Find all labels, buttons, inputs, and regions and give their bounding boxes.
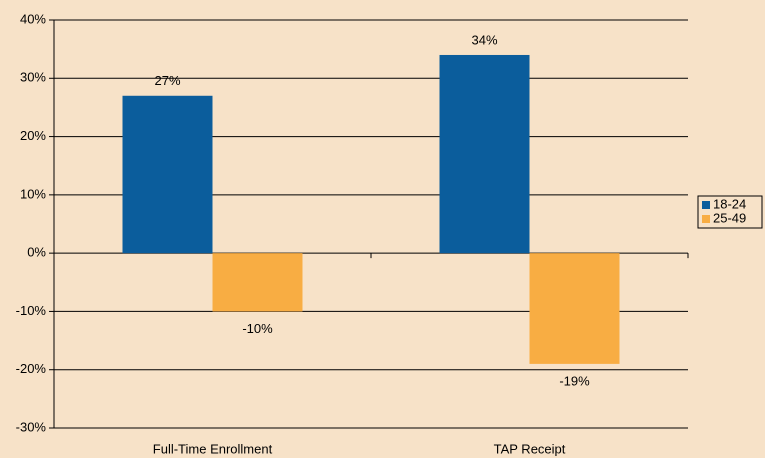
- bar: [122, 95, 213, 254]
- value-label: -19%: [559, 373, 590, 388]
- y-tick-label: -30%: [16, 419, 47, 434]
- y-tick-label: 10%: [20, 186, 46, 201]
- legend-swatch: [702, 201, 710, 209]
- legend-swatch: [702, 215, 710, 223]
- legend-label: 25-49: [713, 210, 746, 225]
- y-tick-label: 40%: [20, 11, 46, 26]
- legend-label: 18-24: [713, 196, 746, 211]
- legend-box: [697, 195, 763, 229]
- y-tick-label: 30%: [20, 70, 46, 85]
- y-tick-label: 0%: [27, 245, 46, 260]
- y-tick-label: -10%: [16, 303, 47, 318]
- x-tick-label: TAP Receipt: [494, 441, 566, 456]
- value-label: 34%: [471, 32, 497, 47]
- bar: [212, 253, 303, 312]
- bar: [529, 253, 620, 364]
- value-label: 27%: [154, 73, 180, 88]
- value-label: -10%: [242, 321, 273, 336]
- x-tick-label: Full-Time Enrollment: [153, 441, 273, 456]
- y-tick-label: 20%: [20, 128, 46, 143]
- y-tick-label: -20%: [16, 361, 47, 376]
- bar: [439, 54, 530, 254]
